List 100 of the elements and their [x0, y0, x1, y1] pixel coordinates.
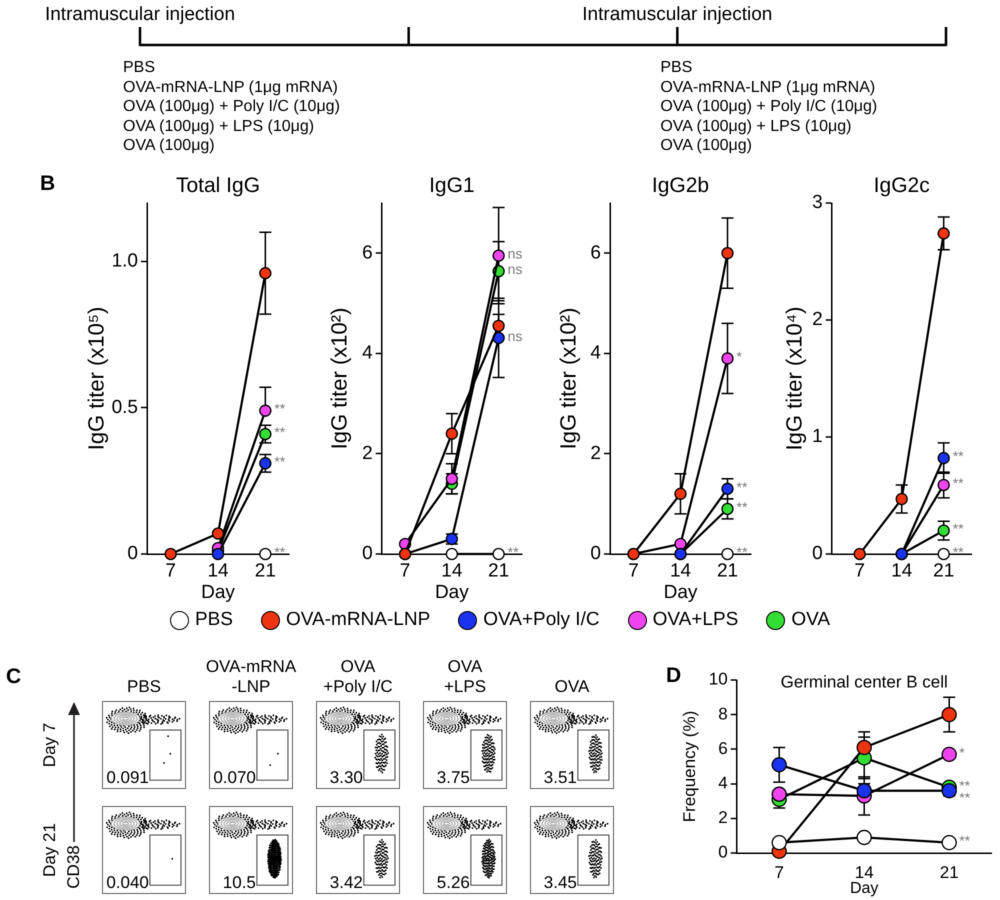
x-tick-label: 21: [488, 560, 510, 582]
text: C: [6, 665, 22, 689]
y-tick-label: 0: [127, 543, 138, 564]
y-tick-label: 4: [718, 773, 728, 792]
chart-title: IgG2b: [652, 174, 710, 197]
annotation: ns: [508, 328, 522, 344]
x-tick-label: 14: [670, 560, 692, 582]
text: OVA (100μg): [123, 136, 215, 156]
text: 3.75: [436, 768, 470, 787]
annotation: **: [274, 400, 286, 417]
text: OVA (100μg) + LPS (10μg): [123, 116, 314, 136]
annotation: **: [959, 832, 971, 849]
chart-title: IgG1: [429, 174, 475, 197]
y-tick-label: 2: [590, 442, 601, 464]
text: OVA (100μg): [660, 136, 752, 156]
y-tick-label: 2: [718, 808, 728, 828]
text: PBS: [660, 58, 692, 77]
chart-title: IgG2c: [874, 174, 930, 197]
y-tick-label: 4: [362, 342, 374, 364]
legend-label: OVA: [791, 609, 830, 631]
x-tick-label: 7: [774, 862, 784, 882]
text: D: [666, 664, 682, 688]
y-axis-title: Frequency (%): [680, 710, 699, 822]
x-tick-label: 14: [441, 560, 463, 582]
legend-label: OVA+LPS: [652, 609, 738, 631]
text: 5.26: [436, 873, 470, 892]
annotation: **: [274, 544, 286, 560]
y-tick-label: 2: [362, 442, 373, 464]
y-tick-label: 0: [812, 543, 823, 564]
annotation: **: [736, 478, 748, 495]
category-label: OVA +LPS: [442, 657, 488, 697]
text: 3.45: [544, 873, 577, 892]
x-tick-label: 7: [854, 560, 865, 582]
y-tick-label: 3: [812, 192, 823, 214]
y-axis-title: IgG titer (x10²): [326, 308, 352, 450]
y-tick-label: 1: [812, 426, 823, 448]
category-label: Intramuscular injection: [44, 4, 236, 26]
category-label: OVA-mRNA -LNP: [204, 657, 298, 697]
annotation: **: [736, 544, 748, 560]
x-axis-title: Day: [201, 582, 236, 603]
text: PBS: [123, 58, 156, 77]
y-tick-label: 0: [718, 842, 728, 862]
annotation: **: [274, 424, 286, 440]
text: CD38: [64, 845, 84, 889]
text: OVA (100μg) + Poly I/C (10μg): [660, 97, 878, 116]
text: OVA-mRNA-LNP (1μg mRNA): [123, 78, 338, 97]
text: OVA (100μg) + Poly I/C (10μg): [123, 97, 340, 116]
y-tick-label: 4: [590, 342, 602, 364]
x-tick-label: 21: [254, 560, 276, 582]
x-axis-title: Day: [850, 880, 878, 897]
y-tick-label: 2: [812, 309, 823, 330]
annotation: *: [959, 744, 966, 760]
chart-title: Total IgG: [176, 174, 260, 197]
category-label: Day 7: [40, 722, 59, 768]
category-label: OVA: [554, 677, 590, 697]
x-tick-label: 21: [716, 560, 738, 582]
y-tick-label: 0: [362, 543, 373, 564]
x-axis-title: Day: [434, 582, 470, 603]
text: 0.040: [106, 873, 149, 892]
annotation: **: [508, 544, 520, 560]
x-tick-label: 21: [933, 560, 954, 582]
annotation: **: [274, 453, 286, 470]
y-tick-label: 10: [708, 670, 728, 689]
y-tick-label: 8: [718, 704, 728, 724]
x-tick-label: 14: [854, 862, 874, 882]
legend-label: OVA+Poly I/C: [483, 609, 600, 631]
x-tick-label: 7: [165, 560, 176, 582]
legend-label: OVA-mRNA-LNP: [286, 609, 430, 631]
x-tick-label: 7: [400, 560, 410, 582]
annotation: **: [952, 520, 964, 537]
text: B: [40, 172, 56, 196]
x-tick-label: 14: [891, 560, 913, 582]
y-axis-title: IgG titer (x10⁵): [83, 306, 108, 450]
category-label: Day 21: [40, 823, 59, 877]
category-label: PBS: [126, 677, 162, 697]
y-axis-title: IgG titer (x10²): [555, 308, 580, 450]
text: 10.5: [222, 873, 256, 892]
category-label: Intramuscular injection: [581, 4, 774, 26]
text: 3.51: [544, 768, 577, 787]
x-axis-title: Day: [664, 582, 698, 603]
annotation: ns: [508, 261, 522, 278]
annotation: ns: [508, 246, 522, 262]
y-tick-label: 6: [590, 242, 601, 264]
text: 0.091: [106, 768, 149, 787]
x-tick-label: 21: [940, 862, 959, 882]
category-label: OVA +Poly I/C: [322, 657, 394, 697]
text: 3.42: [330, 873, 363, 892]
x-tick-label: 14: [207, 560, 229, 582]
legend-label: PBS: [194, 609, 233, 631]
annotation: **: [952, 448, 964, 464]
x-tick-label: 7: [628, 560, 639, 582]
text: 3.30: [330, 768, 363, 787]
y-tick-label: 0: [590, 543, 601, 564]
annotation: **: [952, 474, 964, 491]
text: OVA-mRNA-LNP (1μg mRNA): [660, 78, 876, 97]
annotation: *: [736, 348, 742, 364]
text: 0.070: [213, 768, 256, 787]
y-tick-label: 1.0: [112, 250, 138, 272]
annotation: **: [736, 498, 748, 515]
y-tick-label: 6: [362, 242, 373, 264]
